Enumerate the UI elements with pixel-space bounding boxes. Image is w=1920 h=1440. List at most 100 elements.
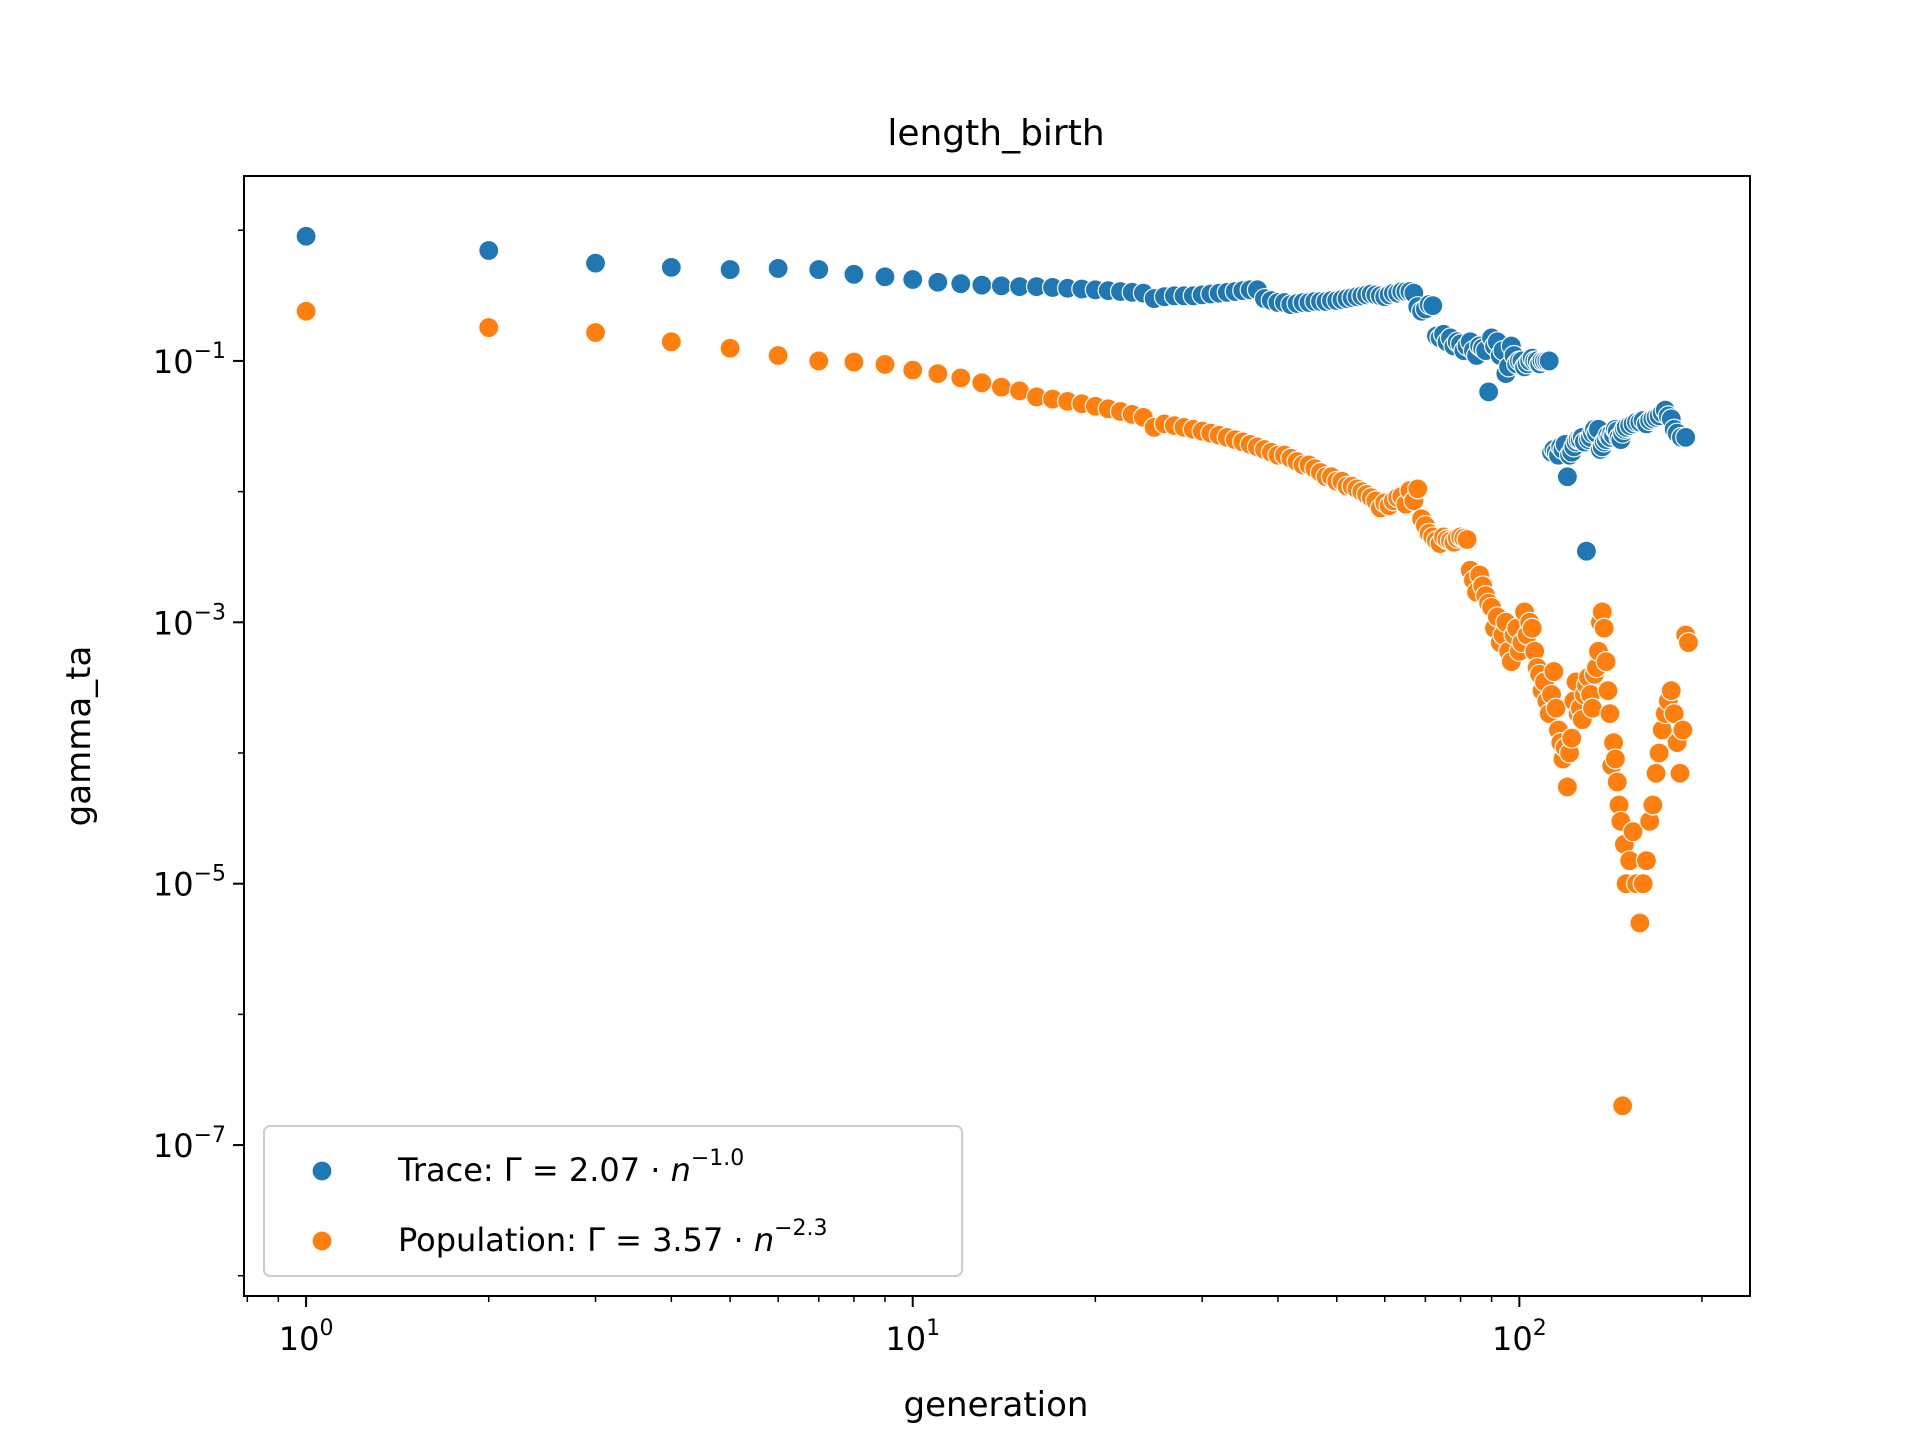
data-point <box>1677 631 1700 654</box>
x-tick-label: 102 <box>1492 1316 1547 1358</box>
data-point <box>1538 350 1560 372</box>
legend-label: Population: Γ = 3.57 · n−2.3 <box>398 1216 828 1259</box>
legend-formula-n: n <box>754 1221 774 1259</box>
x-axis-ticks: 100 101 102 <box>246 1296 1703 1358</box>
data-point <box>719 258 741 281</box>
data-point <box>1422 295 1444 317</box>
y-tick-label-base: 10 <box>153 604 194 642</box>
legend-series-name: Population: <box>398 1221 587 1259</box>
data-point <box>1545 697 1567 719</box>
data-point <box>1632 873 1654 895</box>
data-point <box>990 275 1012 297</box>
legend-series-name: Trace: <box>397 1151 504 1189</box>
data-point <box>660 256 682 278</box>
legend-coefficient: 3.57 <box>652 1221 723 1259</box>
data-point <box>295 225 317 247</box>
data-point <box>843 263 865 285</box>
legend-entry-population: Population: Γ = 3.57 · n−2.3 <box>311 1216 828 1259</box>
legend-marker <box>311 1160 333 1182</box>
data-point <box>1595 651 1617 673</box>
data-point <box>950 273 972 295</box>
data-point <box>1556 466 1578 488</box>
y-tick-label-base: 10 <box>153 343 194 381</box>
data-points <box>295 225 1700 1117</box>
data-point <box>719 337 741 359</box>
x-tick-label-base: 10 <box>1492 1320 1533 1358</box>
y-axis-label: gamma_ta <box>59 646 99 827</box>
data-point <box>808 258 830 281</box>
data-point <box>843 351 865 373</box>
data-point <box>1478 381 1500 403</box>
series-population <box>295 300 1700 1117</box>
data-point <box>1663 703 1685 725</box>
data-point <box>902 268 924 291</box>
y-tick-label: 10−1 <box>153 339 226 381</box>
data-point <box>971 372 993 394</box>
data-point <box>1642 794 1664 816</box>
y-tick-label: 10−3 <box>153 600 226 642</box>
data-point <box>1672 719 1694 741</box>
data-point <box>1660 680 1682 702</box>
data-point <box>767 257 789 280</box>
y-tick-label: 10−7 <box>153 1123 226 1165</box>
y-tick-label-exponent: −7 <box>194 1123 226 1148</box>
data-point <box>874 266 896 288</box>
data-point <box>1556 776 1578 798</box>
data-point <box>295 300 317 322</box>
data-point <box>1593 617 1615 639</box>
data-point <box>927 362 949 385</box>
data-point <box>1648 742 1670 764</box>
data-point <box>1521 617 1543 639</box>
legend-formula-dot: · <box>723 1221 754 1259</box>
data-point <box>584 252 607 274</box>
data-point <box>1597 680 1619 702</box>
series-trace <box>295 225 1697 562</box>
legend-exponent: −2.3 <box>774 1216 827 1241</box>
data-point <box>1635 850 1658 872</box>
y-axis-ticks: 10−110−310−510−7 <box>153 229 244 1277</box>
legend-coefficient: 2.07 <box>569 1151 640 1189</box>
data-point <box>1629 912 1651 934</box>
y-tick-label-exponent: −5 <box>194 862 226 887</box>
data-point <box>1645 762 1667 784</box>
data-point <box>767 344 789 367</box>
y-tick-label-base: 10 <box>153 866 194 904</box>
legend-formula-lhs: Γ = <box>504 1151 569 1189</box>
x-tick-label-exponent: 0 <box>319 1316 333 1341</box>
chart-title: length_birth <box>887 113 1104 154</box>
data-point <box>927 271 949 293</box>
data-point <box>584 321 607 344</box>
y-tick-label-base: 10 <box>153 1127 194 1165</box>
legend-label: Trace: Γ = 2.07 · n−1.0 <box>397 1146 744 1189</box>
data-point <box>990 376 1012 398</box>
y-tick-label-exponent: −1 <box>194 339 226 364</box>
legend-formula-dot: · <box>640 1151 671 1189</box>
data-point <box>478 316 500 339</box>
data-point <box>1407 478 1429 500</box>
data-point <box>1599 703 1621 725</box>
data-point <box>1604 748 1627 770</box>
data-point <box>1575 540 1598 562</box>
legend-formula-lhs: Γ = <box>587 1221 652 1259</box>
data-point <box>1669 762 1691 784</box>
data-point <box>902 359 924 381</box>
data-point <box>1561 727 1583 749</box>
x-tick-label-base: 10 <box>279 1320 320 1358</box>
data-point <box>478 239 500 262</box>
x-tick-label-exponent: 2 <box>1533 1316 1547 1341</box>
legend-frame <box>263 1125 963 1277</box>
data-point <box>874 353 896 376</box>
plot-frame <box>243 175 1751 1297</box>
x-axis-label: generation <box>904 1385 1089 1425</box>
y-tick-label-exponent: −3 <box>194 600 226 625</box>
data-point <box>1543 660 1565 683</box>
y-tick-label: 10−5 <box>153 862 226 904</box>
legend: Trace: Γ = 2.07 · n−1.0 Population: Γ = 3… <box>263 1125 963 1277</box>
data-point <box>1622 821 1644 843</box>
legend-marker <box>311 1230 333 1252</box>
data-point <box>1675 426 1697 448</box>
data-point <box>1456 528 1478 551</box>
data-point <box>660 331 682 353</box>
x-tick-label: 101 <box>885 1316 940 1358</box>
